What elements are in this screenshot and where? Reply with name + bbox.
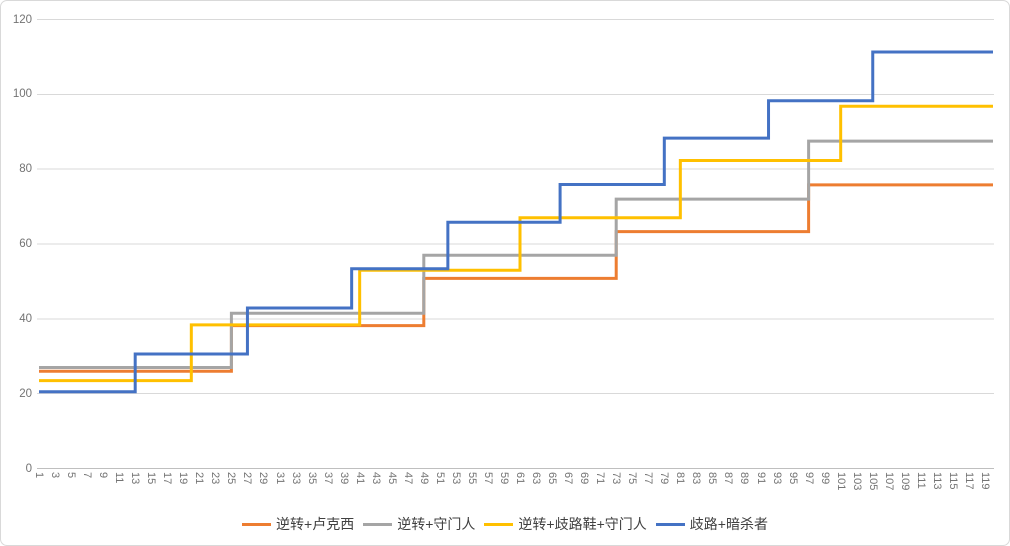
x-axis-tick-label: 35 <box>305 472 318 485</box>
x-axis-tick-label: 101 <box>834 472 847 491</box>
x-axis-tick-label: 11 <box>113 472 126 484</box>
x-axis-tick-label: 89 <box>738 472 751 485</box>
x-axis-tick-label: 27 <box>241 472 254 485</box>
series-line-1[interactable] <box>39 183 993 373</box>
x-axis-tick-label: 7 <box>81 472 94 479</box>
series-line-3[interactable] <box>39 104 993 383</box>
x-axis-tick-label: 107 <box>882 472 895 491</box>
x-axis-tick-label: 31 <box>273 472 286 485</box>
x-axis-tick-label: 87 <box>722 472 735 485</box>
x-axis-tick-label: 3 <box>49 472 62 479</box>
x-axis-tick-label: 41 <box>353 472 366 485</box>
legend-label: 逆转+歧路鞋+守门人 <box>518 516 647 532</box>
x-axis-tick-label: 5 <box>65 472 78 479</box>
x-axis-tick-label: 47 <box>401 472 414 485</box>
x-axis-tick-label: 111 <box>914 472 927 489</box>
x-axis-tick-label: 109 <box>898 472 911 491</box>
y-axis-tick-label: 0 <box>25 462 32 475</box>
x-axis-tick-label: 115 <box>946 472 959 490</box>
series-line-2[interactable] <box>39 139 993 369</box>
x-axis-tick-label: 55 <box>465 472 478 485</box>
x-axis-tick-label: 33 <box>289 472 302 485</box>
legend-line-swatch <box>363 522 393 526</box>
legend-label: 歧路+暗杀者 <box>689 516 768 532</box>
x-axis-tick-label: 65 <box>546 472 559 485</box>
x-axis-tick-label: 21 <box>193 472 206 485</box>
x-axis-tick-label: 73 <box>610 472 623 485</box>
x-axis-tick-label: 17 <box>161 472 174 485</box>
x-axis-tick-label: 23 <box>209 472 222 485</box>
x-axis-tick-label: 83 <box>690 472 703 485</box>
x-axis-tick-label: 85 <box>706 472 719 485</box>
x-axis-tick-label: 67 <box>562 472 575 485</box>
x-axis-tick-label: 1 <box>33 472 45 479</box>
x-axis-tick-label: 13 <box>129 472 142 485</box>
legend-item[interactable]: 逆转+歧路鞋+守门人 <box>484 514 647 534</box>
y-axis-tick-label: 120 <box>12 13 32 26</box>
x-axis-tick-label: 63 <box>530 472 543 485</box>
y-axis-tick-label: 100 <box>12 88 32 101</box>
x-axis-tick-label: 69 <box>578 472 591 485</box>
legend: 逆转+卢克西 逆转+守门人 逆转+歧路鞋+守门人 歧路+暗杀者 <box>1 511 1009 537</box>
x-axis-tick-label: 19 <box>177 472 190 485</box>
x-axis-tick-label: 29 <box>257 472 270 485</box>
x-axis-tick-label: 97 <box>802 472 815 485</box>
x-axis-tick-label: 75 <box>626 472 639 485</box>
legend-line-swatch <box>655 522 685 526</box>
legend-label: 逆转+卢克西 <box>276 516 355 532</box>
legend-item[interactable]: 逆转+守门人 <box>363 514 475 534</box>
y-axis-tick-label: 20 <box>19 387 32 400</box>
x-axis-tick-label: 57 <box>481 472 494 485</box>
x-axis-tick-label: 45 <box>385 472 398 485</box>
legend-item[interactable]: 歧路+暗杀者 <box>655 514 768 534</box>
x-axis-tick-label: 15 <box>145 472 158 485</box>
x-axis-tick-label: 25 <box>225 472 238 485</box>
legend-line-swatch <box>242 522 272 526</box>
x-axis-tick-label: 59 <box>497 472 510 485</box>
legend-label: 逆转+守门人 <box>397 516 476 532</box>
y-axis-tick-label: 80 <box>19 163 32 176</box>
x-axis-tick-label: 9 <box>97 472 110 479</box>
x-axis-tick-label: 53 <box>449 472 462 485</box>
x-axis-tick-label: 71 <box>594 472 607 485</box>
x-axis-tick-label: 105 <box>866 472 879 491</box>
series-line-4[interactable] <box>39 50 993 394</box>
x-axis-tick-label: 43 <box>369 472 382 485</box>
x-axis-tick-label: 119 <box>978 472 991 490</box>
x-axis-tick-label: 51 <box>433 472 446 485</box>
x-axis-tick-label: 77 <box>642 472 655 485</box>
x-axis-tick-label: 93 <box>770 472 783 485</box>
x-axis-tick-label: 61 <box>514 472 526 485</box>
legend-item[interactable]: 逆转+卢克西 <box>242 514 354 534</box>
legend-line-swatch <box>484 522 514 526</box>
x-axis-tick-label: 117 <box>962 472 975 490</box>
x-axis-tick-label: 95 <box>786 472 799 485</box>
x-axis-tick-label: 49 <box>417 472 430 485</box>
y-axis-tick-label: 60 <box>19 238 32 250</box>
x-axis-tick-label: 79 <box>658 472 671 485</box>
x-axis-tick-label: 37 <box>321 472 334 485</box>
x-axis-tick-label: 39 <box>337 472 350 485</box>
x-axis-tick-label: 91 <box>754 472 767 485</box>
x-axis-tick-label: 81 <box>674 472 687 485</box>
y-axis-tick-label: 40 <box>19 312 32 325</box>
x-axis-tick-label: 113 <box>930 472 943 490</box>
x-axis-tick-label: 103 <box>850 472 863 491</box>
x-axis-tick-label: 99 <box>818 472 831 485</box>
